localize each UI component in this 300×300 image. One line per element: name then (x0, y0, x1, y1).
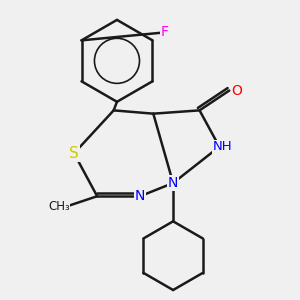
Text: N: N (168, 176, 178, 190)
Text: N: N (135, 189, 145, 203)
Text: O: O (232, 84, 243, 98)
Text: NH: NH (213, 140, 232, 153)
Text: S: S (69, 146, 79, 161)
Text: F: F (160, 26, 168, 39)
Text: CH₃: CH₃ (48, 200, 70, 213)
